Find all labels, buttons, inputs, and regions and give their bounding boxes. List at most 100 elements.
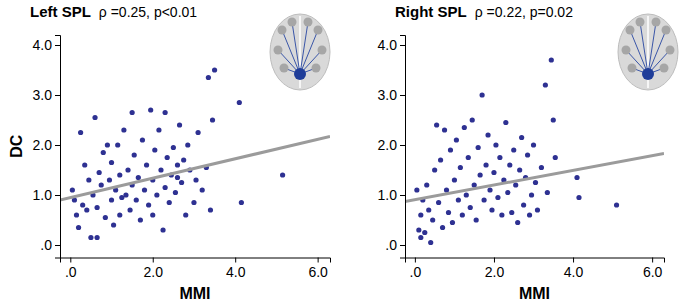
scatter-point — [74, 212, 79, 217]
scatter-point — [481, 197, 486, 202]
scatter-point — [525, 152, 530, 157]
y-tick-label: 1.0 — [33, 187, 53, 203]
scatter-point — [440, 225, 445, 230]
scatter-point — [454, 137, 459, 142]
scatter-point — [418, 235, 423, 240]
chart-canvas: .02.04.06.0.01.02.03.04.0Left SPLρ =0.25… — [0, 0, 685, 307]
panel: .02.04.06.0.01.02.03.04.0Right SPLρ =0.2… — [378, 3, 678, 302]
scatter-point — [109, 197, 114, 202]
scatter-point — [446, 210, 451, 215]
scatter-point — [503, 120, 508, 125]
scatter-point — [549, 57, 554, 62]
chart-subtitle: ρ =0.22, p=0.02 — [475, 4, 573, 20]
x-tick-label: .0 — [410, 264, 422, 280]
scatter-point — [132, 152, 137, 157]
scatter-point — [280, 172, 285, 177]
brain-node — [660, 64, 669, 73]
scatter-point — [117, 172, 122, 177]
scatter-point — [414, 187, 419, 192]
scatter-point — [82, 162, 87, 167]
brain-outline — [270, 14, 330, 90]
scatter-point — [509, 210, 514, 215]
brain-outline — [618, 14, 678, 90]
scatter-point — [418, 212, 423, 217]
y-tick-label: 1.0 — [378, 187, 398, 203]
scatter-point — [134, 197, 139, 202]
scatter-point — [487, 187, 492, 192]
scatter-point — [127, 207, 132, 212]
scatter-point — [438, 157, 443, 162]
scatter-point — [191, 200, 196, 205]
scatter-point — [158, 167, 163, 172]
scatter-point — [614, 202, 619, 207]
scatter-point — [519, 135, 524, 140]
scatter-point — [515, 220, 520, 225]
brain-icon — [618, 14, 678, 90]
scatter-point — [543, 82, 548, 87]
scatter-point — [208, 207, 213, 212]
scatter-point — [136, 175, 141, 180]
y-tick-mark — [400, 145, 405, 146]
scatter-point — [165, 155, 170, 160]
scatter-point — [468, 205, 473, 210]
brain-node — [666, 46, 675, 55]
scatter-point — [193, 177, 198, 182]
scatter-point — [497, 155, 502, 160]
x-tick: .0 — [410, 258, 422, 281]
scatter-point — [206, 75, 211, 80]
y-axis-line — [400, 36, 406, 259]
scatter-point — [428, 240, 433, 245]
x-tick-label: 2.0 — [144, 264, 164, 280]
brain-node — [626, 26, 635, 35]
x-axis-title: MMI — [519, 285, 550, 302]
y-tick: .0 — [40, 237, 60, 253]
x-axis-title: MMI — [179, 285, 210, 302]
x-tick-mark — [153, 258, 154, 263]
scatter-point — [466, 155, 471, 160]
y-tick-mark — [55, 45, 60, 46]
scatter-point — [80, 202, 85, 207]
brain-node — [314, 26, 323, 35]
scatter-point — [576, 195, 581, 200]
scatter-point — [148, 107, 153, 112]
x-tick: 6.0 — [643, 258, 663, 281]
brain-edge — [648, 22, 656, 74]
brain-edge — [300, 22, 308, 74]
scatter-point — [444, 187, 449, 192]
y-tick-mark — [55, 95, 60, 96]
scatter-point — [531, 142, 536, 147]
x-tick-label: 4.0 — [226, 264, 246, 280]
scatter-point — [123, 192, 128, 197]
scatter-point — [152, 147, 157, 152]
scatter-point — [195, 130, 200, 135]
brain-node — [622, 46, 631, 55]
brain-node — [274, 46, 283, 55]
y-tick-mark — [400, 45, 405, 46]
scatter-point — [436, 200, 441, 205]
scatter-point — [101, 150, 106, 155]
y-tick-label: 3.0 — [33, 87, 53, 103]
scatter-point — [442, 127, 447, 132]
brain-icon — [270, 14, 330, 90]
scatter-point — [84, 207, 89, 212]
brain-node — [662, 26, 671, 35]
x-tick: 4.0 — [226, 258, 246, 281]
scatter-point — [200, 187, 205, 192]
y-tick-label: 2.0 — [33, 137, 53, 153]
scatter-point — [97, 170, 102, 175]
scatter-point — [142, 187, 147, 192]
scatter-point — [210, 117, 215, 122]
scatter-point — [470, 117, 475, 122]
fit-line — [405, 154, 664, 202]
y-tick-mark — [400, 195, 405, 196]
y-tick-label: .0 — [40, 237, 52, 253]
y-tick-mark — [55, 245, 60, 246]
y-tick-mark — [55, 195, 60, 196]
y-tick-mark — [55, 145, 60, 146]
scatter-point — [130, 110, 135, 115]
scatter-point — [553, 155, 558, 160]
scatter-point — [212, 67, 217, 72]
fit-line — [60, 137, 330, 201]
scatter-point — [452, 177, 457, 182]
brain-node — [652, 18, 661, 27]
